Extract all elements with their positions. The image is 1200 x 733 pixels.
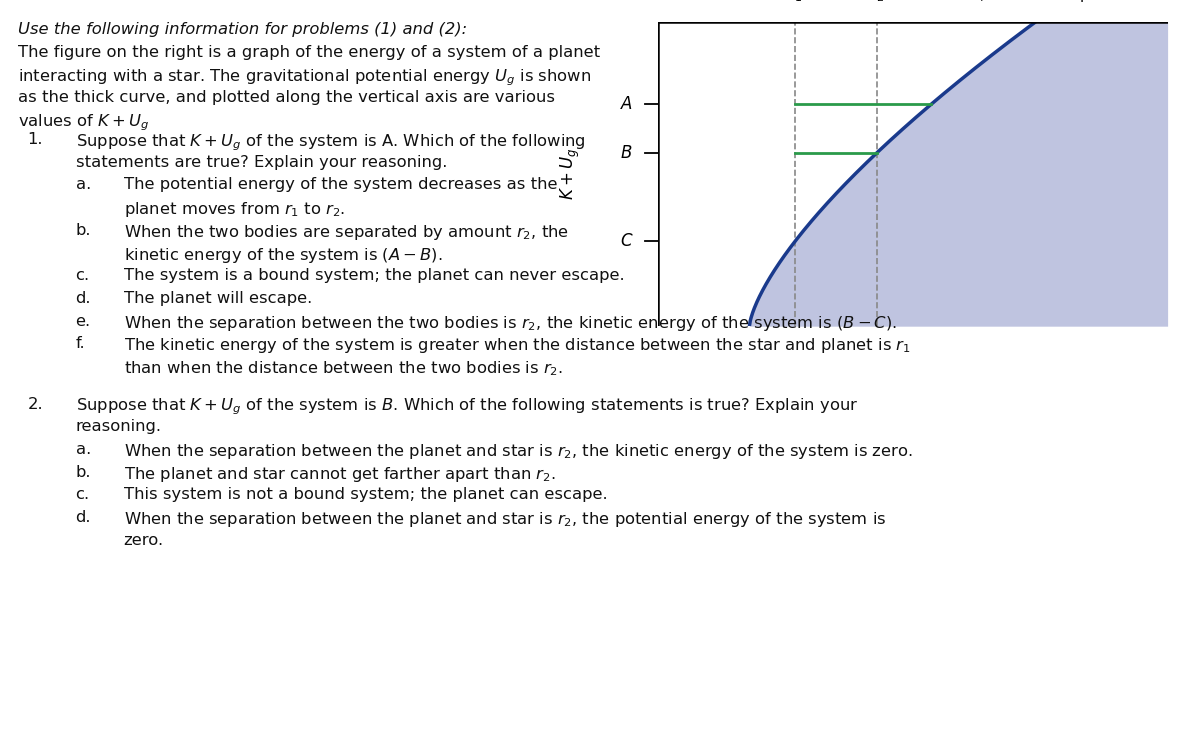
Text: values of $K + U_g$: values of $K + U_g$ — [18, 113, 149, 133]
Text: e.: e. — [76, 314, 91, 328]
Text: The kinetic energy of the system is greater when the distance between the star a: The kinetic energy of the system is grea… — [124, 336, 911, 356]
Text: This system is not a bound system; the planet can escape.: This system is not a bound system; the p… — [124, 487, 607, 502]
Text: zero.: zero. — [124, 533, 163, 548]
Text: Use the following information for problems (1) and (2):: Use the following information for proble… — [18, 22, 467, 37]
Text: b.: b. — [76, 465, 91, 479]
Text: c.: c. — [76, 268, 90, 283]
Text: C: C — [620, 232, 632, 250]
Text: $r_2$: $r_2$ — [870, 0, 884, 4]
Text: When the separation between the two bodies is $r_2$, the kinetic energy of the s: When the separation between the two bodi… — [124, 314, 896, 333]
Text: The planet and star cannot get farther apart than $r_2$.: The planet and star cannot get farther a… — [124, 465, 556, 484]
Text: $r$, from star to planet: $r$, from star to planet — [973, 0, 1128, 4]
Text: The planet will escape.: The planet will escape. — [124, 291, 312, 306]
Text: B: B — [620, 144, 632, 162]
Text: When the separation between the planet and star is $r_2$, the kinetic energy of : When the separation between the planet a… — [124, 442, 912, 461]
Text: 1.: 1. — [28, 132, 43, 147]
Text: A: A — [620, 95, 632, 113]
Text: than when the distance between the two bodies is $r_2$.: than when the distance between the two b… — [124, 359, 563, 378]
Text: d.: d. — [76, 510, 91, 525]
Text: a.: a. — [76, 177, 91, 192]
Text: interacting with a star. The gravitational potential energy $U_g$ is shown: interacting with a star. The gravitation… — [18, 67, 592, 88]
Text: f.: f. — [76, 336, 85, 351]
Text: The potential energy of the system decreases as the: The potential energy of the system decre… — [124, 177, 557, 192]
Text: $r_1$: $r_1$ — [788, 0, 803, 4]
Text: as the thick curve, and plotted along the vertical axis are various: as the thick curve, and plotted along th… — [18, 90, 554, 105]
Text: When the two bodies are separated by amount $r_2$, the: When the two bodies are separated by amo… — [124, 223, 569, 242]
Text: When the separation between the planet and star is $r_2$, the potential energy o: When the separation between the planet a… — [124, 510, 886, 529]
Text: The figure on the right is a graph of the energy of a system of a planet: The figure on the right is a graph of th… — [18, 45, 600, 59]
Text: $K + U_g$: $K + U_g$ — [559, 148, 582, 200]
Text: The system is a bound system; the planet can never escape.: The system is a bound system; the planet… — [124, 268, 624, 283]
Text: c.: c. — [76, 487, 90, 502]
Text: Suppose that $K + U_g$ of the system is $B$. Which of the following statements i: Suppose that $K + U_g$ of the system is … — [76, 397, 858, 417]
Text: planet moves from $r_1$ to $r_2$.: planet moves from $r_1$ to $r_2$. — [124, 200, 344, 219]
Text: reasoning.: reasoning. — [76, 419, 162, 434]
Text: Suppose that $K + U_g$ of the system is A. Which of the following: Suppose that $K + U_g$ of the system is … — [76, 132, 586, 152]
Text: statements are true? Explain your reasoning.: statements are true? Explain your reason… — [76, 155, 446, 169]
Text: 2.: 2. — [28, 397, 43, 411]
Text: kinetic energy of the system is $(A - B)$.: kinetic energy of the system is $(A - B)… — [124, 246, 443, 265]
Text: d.: d. — [76, 291, 91, 306]
Text: b.: b. — [76, 223, 91, 237]
Text: a.: a. — [76, 442, 91, 457]
